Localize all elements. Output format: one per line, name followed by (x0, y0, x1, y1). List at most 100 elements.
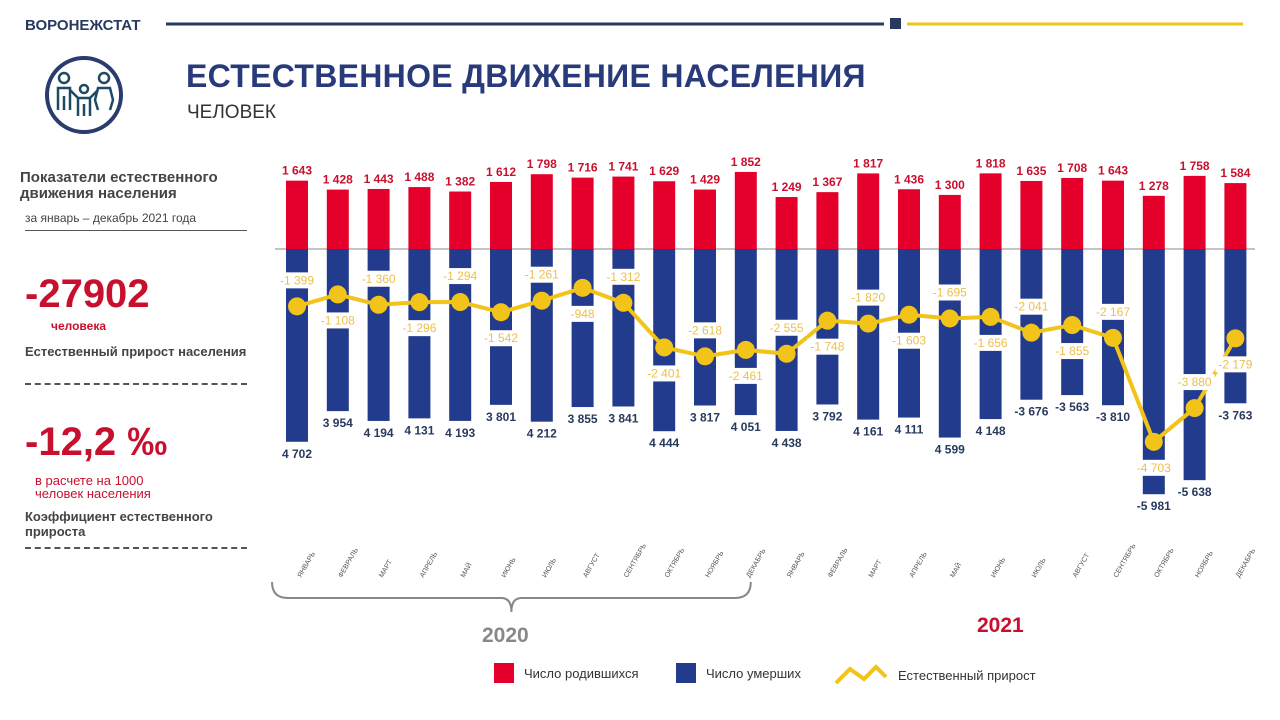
births-label: 1 488 (404, 170, 434, 184)
month-label: АВГУСТ (582, 552, 602, 579)
deaths-label: -5 638 (1178, 485, 1212, 499)
page-subtitle: ЧЕЛОВЕК (187, 102, 276, 123)
legend-swatch-births (494, 663, 514, 683)
month-label: НОЯБРЬ (705, 550, 726, 579)
growth-point (736, 340, 755, 359)
month-label: НОЯБРЬ (1194, 550, 1215, 579)
deaths-label: -3 676 (1014, 405, 1048, 419)
births-bar (1142, 195, 1165, 249)
deaths-bar (571, 249, 594, 408)
growth-point (940, 309, 959, 328)
births-label: 1 798 (527, 157, 557, 171)
growth-point (614, 293, 633, 312)
legend-label: Число умерших (706, 665, 801, 681)
growth-point (818, 311, 837, 330)
month-label: ИЮНЬ (990, 556, 1007, 579)
deaths-bar (857, 249, 880, 420)
deaths-label: -3 763 (1218, 408, 1252, 422)
org-name: ВОРОНЕЖСТАТ (25, 17, 141, 34)
header-rule (166, 18, 1243, 29)
births-bar (449, 191, 472, 249)
growth-label-bg (848, 289, 889, 306)
growth-unit: человека (51, 319, 107, 333)
deaths-bar (1102, 249, 1124, 406)
growth-label-bg (1052, 343, 1093, 360)
month-label: ИЮЛЬ (1031, 557, 1048, 579)
growth-label-bg (481, 330, 521, 347)
deaths-bar (490, 249, 512, 405)
legend-growth: Естественный прирост (834, 663, 1036, 687)
panel-period: за январь – декабрь 2021 года (25, 211, 197, 225)
growth-label: -2 167 (1096, 305, 1130, 319)
growth-label: -2 041 (1014, 300, 1048, 314)
births-label: 1 629 (649, 164, 679, 178)
growth-label-bg (644, 365, 685, 382)
growth-label: -2 179 (1218, 357, 1252, 371)
growth-label-bg (1011, 298, 1052, 315)
births-bar (1183, 175, 1206, 249)
growth-label-bg (725, 367, 766, 384)
births-bar (1102, 180, 1124, 249)
deaths-label: 4 193 (445, 426, 475, 440)
growth-label-bg (685, 322, 725, 339)
growth-value: -27902 (25, 272, 150, 316)
growth-point (777, 344, 796, 363)
legend-label: Естественный прирост (898, 667, 1036, 683)
births-bar (571, 177, 594, 249)
growth-point (573, 278, 592, 297)
growth-label-bg (603, 268, 644, 285)
births-bar (1061, 177, 1084, 249)
births-label: 1 758 (1180, 159, 1210, 173)
births-label: 1 852 (731, 155, 761, 169)
month-label: МАЙ (458, 561, 474, 579)
births-bar (938, 194, 961, 249)
growth-label: Естественный прирост населения (25, 344, 247, 359)
births-bar (408, 187, 431, 249)
deaths-label: 4 212 (527, 427, 557, 441)
growth-label: -1 261 (525, 268, 559, 282)
year-label-2021: 2021 (977, 614, 1024, 637)
births-bar (816, 192, 839, 249)
growth-point (981, 307, 1000, 326)
births-bar (530, 174, 553, 249)
growth-label: -1 360 (362, 272, 396, 286)
growth-label: -1 312 (606, 270, 640, 284)
growth-label-bg (807, 338, 848, 355)
deaths-bar (530, 249, 553, 422)
births-bar (898, 189, 920, 249)
deaths-label: 4 702 (282, 447, 312, 461)
growth-point (532, 291, 551, 310)
growth-point (859, 314, 878, 333)
births-bar (367, 188, 390, 249)
growth-label-bg (521, 266, 562, 283)
births-label: 1 249 (772, 180, 802, 194)
deaths-label: 4 148 (976, 424, 1006, 438)
births-label: 1 635 (1016, 164, 1046, 178)
births-bar (653, 181, 676, 249)
legend-deaths: Число умерших (676, 663, 801, 683)
month-label: ИЮЛЬ (541, 557, 558, 579)
growth-point (1104, 328, 1122, 347)
deaths-bar (286, 249, 308, 442)
births-label: 1 741 (608, 160, 638, 174)
growth-label-bg (440, 268, 481, 285)
deaths-label: -5 981 (1137, 499, 1171, 513)
family-icon (45, 56, 123, 134)
births-bar (979, 173, 1002, 249)
deaths-label: 3 817 (690, 410, 720, 424)
growth-label: -1 695 (933, 285, 967, 299)
growth-label-bg (277, 272, 317, 289)
births-label: 1 817 (853, 156, 883, 170)
births-label: 1 584 (1220, 166, 1250, 180)
rate-value: -12,2 ‰ (25, 420, 168, 464)
growth-label-bg (358, 270, 399, 287)
growth-label: -2 555 (770, 321, 804, 335)
births-label: 1 643 (1098, 164, 1128, 178)
deaths-bar (734, 249, 757, 416)
growth-point (369, 295, 388, 314)
month-label: МАРТ (378, 558, 394, 579)
deaths-bar (775, 249, 798, 431)
births-bar (734, 171, 757, 249)
deaths-label: 4 438 (772, 436, 802, 450)
growth-label: -1 603 (892, 334, 926, 348)
